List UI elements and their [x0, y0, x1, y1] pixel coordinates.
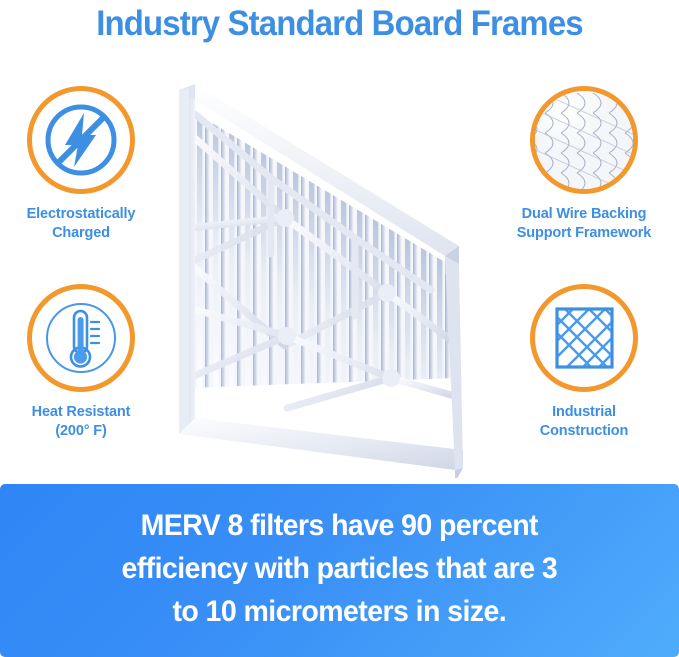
feature-industrial-construction: Industrial Construction — [489, 284, 679, 441]
feature-label-line2: Charged — [52, 225, 110, 241]
merv-efficiency-banner: MERV 8 filters have 90 percent efficienc… — [0, 484, 679, 657]
banner-line-1: MERV 8 filters have 90 percent — [140, 509, 539, 542]
banner-text: MERV 8 filters have 90 percent efficienc… — [122, 504, 558, 633]
feature-icon-ring — [530, 284, 638, 392]
wire-mesh-photo-icon — [535, 91, 633, 189]
page-title: Industry Standard Board Frames — [96, 4, 583, 43]
feature-label: Dual Wire Backing Support Framework — [489, 205, 679, 243]
feature-label: Industrial Construction — [489, 403, 679, 441]
feature-label-line2: Support Framework — [516, 225, 652, 241]
feature-label-line1: Dual Wire Backing — [521, 206, 647, 222]
thermometer-icon — [46, 303, 116, 373]
feature-label-line1: Heat Resistant — [31, 404, 131, 420]
feature-electrostatically-charged: Electrostatically Charged — [0, 86, 176, 243]
feature-icon-ring — [530, 86, 638, 194]
feature-label: Heat Resistant (200° F) — [0, 403, 176, 441]
feature-label-line2: Construction — [539, 423, 629, 439]
feature-label-line1: Industrial — [552, 404, 616, 420]
banner-line-3: to 10 micrometers in size. — [172, 595, 507, 628]
feature-label-line1: Electrostatically — [26, 206, 136, 222]
feature-label: Electrostatically Charged — [0, 205, 176, 243]
feature-label-line2: (200° F) — [55, 423, 107, 439]
banner-line-2: efficiency with particles that are 3 — [121, 552, 558, 585]
product-image — [155, 78, 500, 482]
feature-icon-ring — [27, 86, 135, 194]
feature-dual-wire-backing: Dual Wire Backing Support Framework — [489, 86, 679, 243]
feature-heat-resistant: Heat Resistant (200° F) — [0, 284, 176, 441]
no-static-lightning-icon — [45, 104, 117, 176]
lattice-grid-icon — [555, 307, 614, 369]
feature-icon-ring — [27, 284, 135, 392]
